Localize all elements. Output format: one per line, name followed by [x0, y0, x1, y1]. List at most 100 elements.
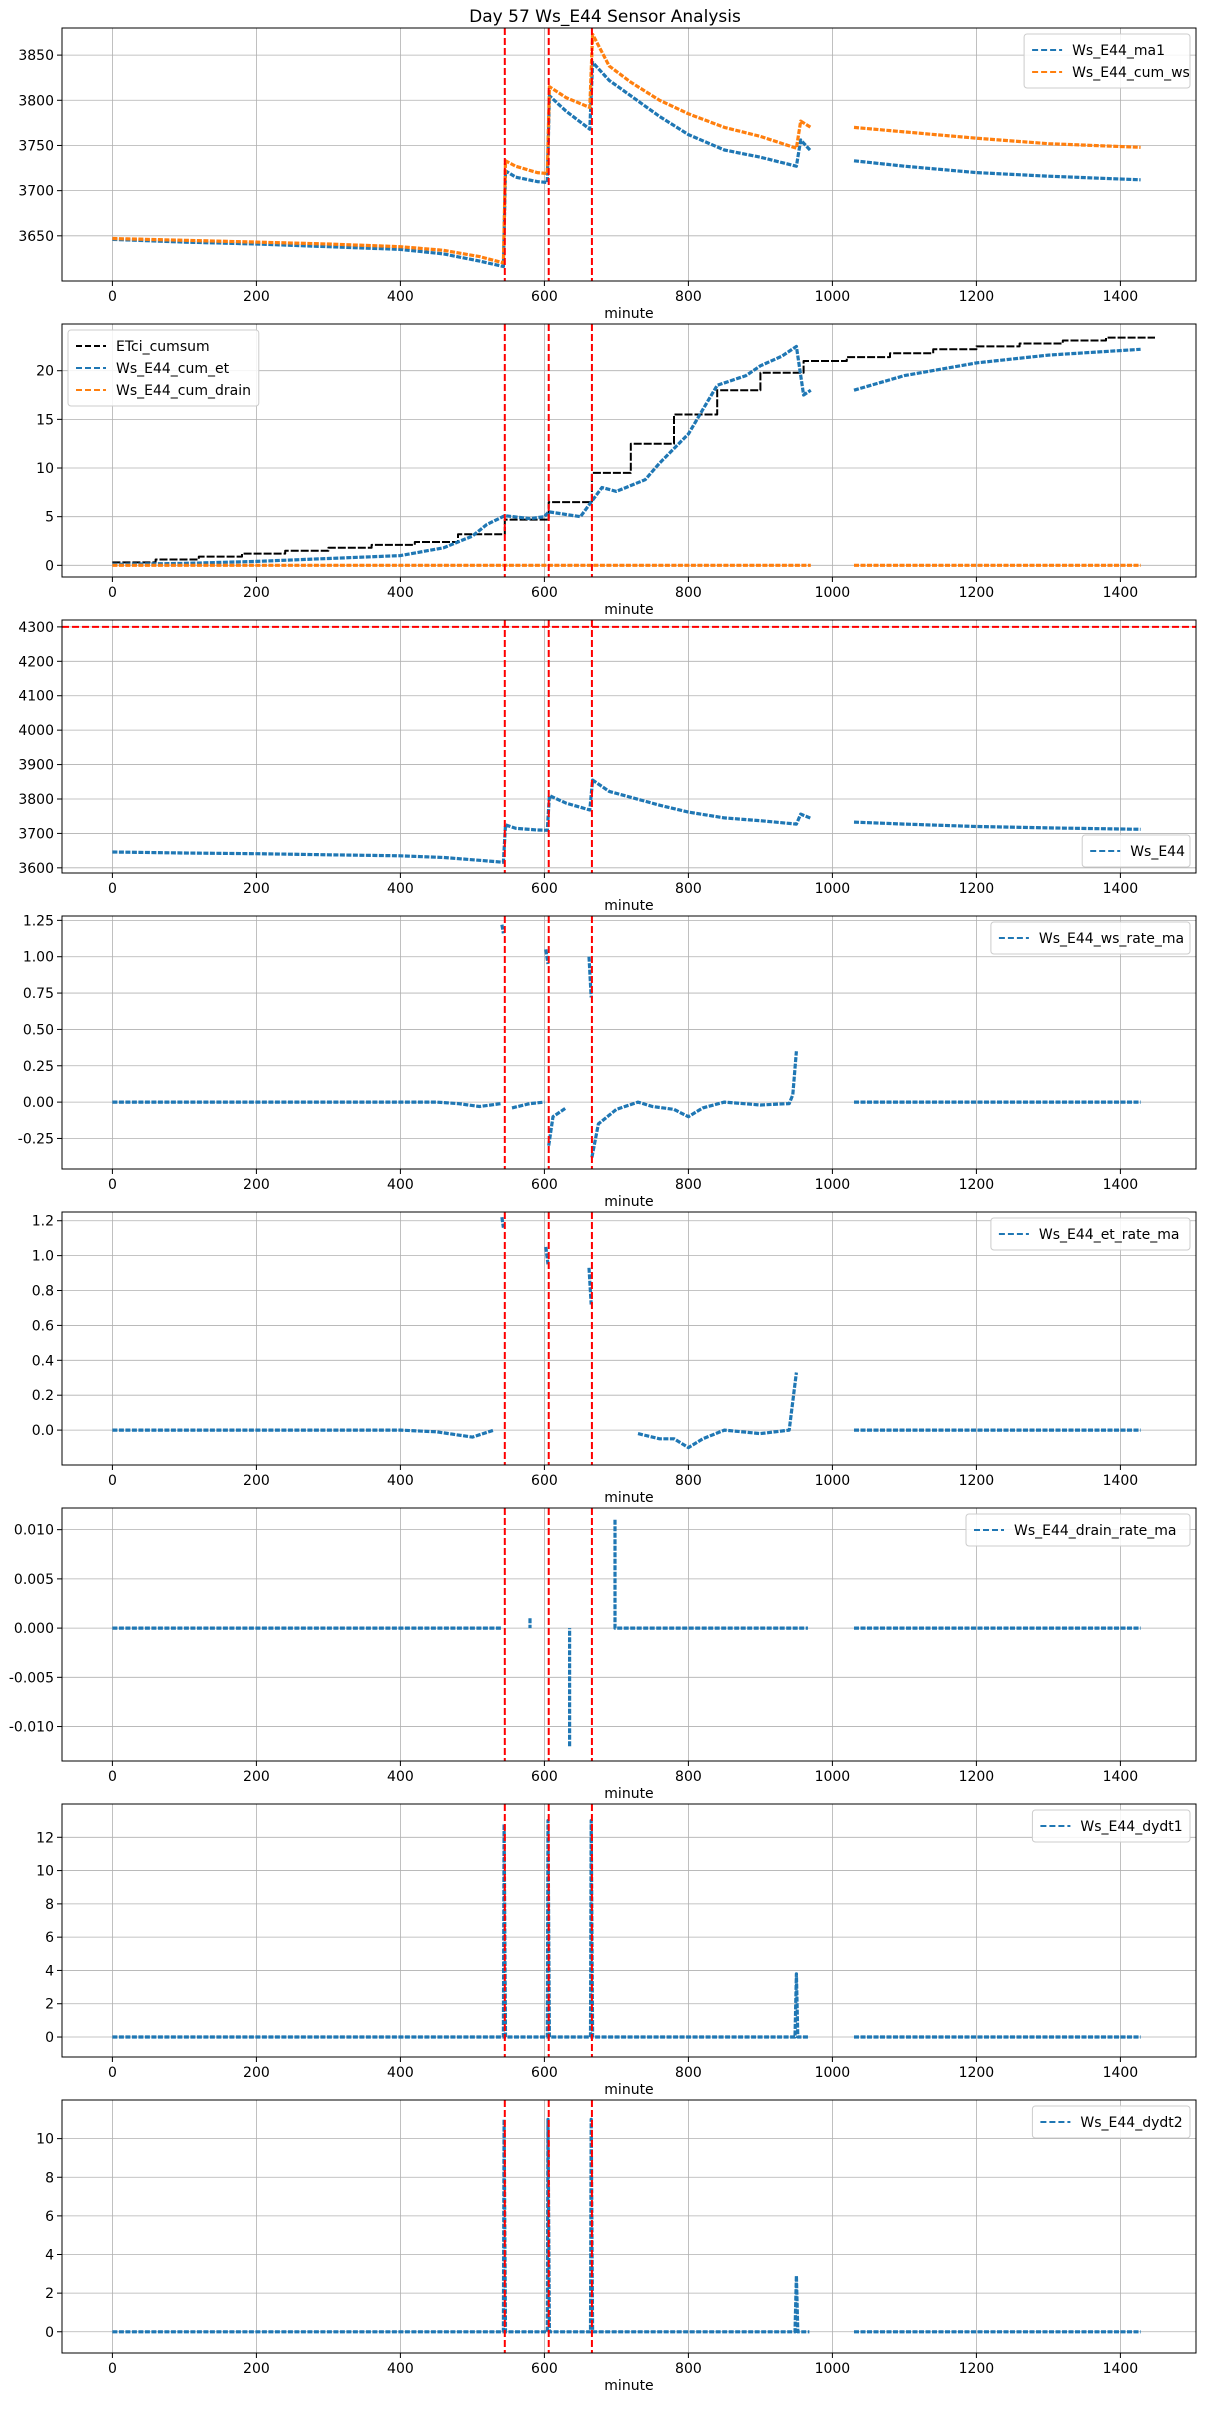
- x-tick-label: 1200: [959, 2065, 995, 2081]
- y-tick-label: 4: [45, 2248, 54, 2264]
- x-tick-label: 200: [243, 881, 270, 897]
- x-tick-label: 0: [108, 2361, 117, 2377]
- series-line-Ws_E44_et_rate_ma: [112, 1216, 1141, 1450]
- figure-title: Day 57 Ws_E44 Sensor Analysis: [469, 7, 741, 27]
- y-tick-label: 0: [45, 558, 54, 574]
- x-tick-label: 1000: [815, 881, 851, 897]
- axes-frame: [61, 27, 1197, 282]
- series-line-Ws_E44_dydt1: [112, 1819, 1141, 2039]
- y-tick-label: 3600: [18, 861, 54, 877]
- axes-frame: [61, 915, 1197, 1170]
- series-group: [112, 2100, 1141, 2353]
- legend: Ws_E44_dydt1: [1031, 1809, 1191, 1843]
- x-tick-label: 1400: [1103, 2065, 1139, 2081]
- y-tick-label: 0: [45, 2030, 54, 2046]
- y-tick-label: 0.010: [14, 1523, 54, 1539]
- legend-label: Ws_E44_dydt2: [1080, 2115, 1182, 2131]
- y-tick-label: 3750: [18, 138, 54, 154]
- y-tick-label: 0.25: [23, 1059, 54, 1075]
- y-tick-label: 20: [36, 364, 54, 380]
- x-tick-label: 400: [387, 1473, 414, 1489]
- x-tick-label: 0: [108, 1769, 117, 1785]
- y-tick-label: 6: [45, 1930, 54, 1946]
- x-tick-label: 800: [675, 289, 702, 305]
- series-line-Ws_E44: [112, 778, 1141, 864]
- axes-frame: [61, 619, 1197, 874]
- legend-label: Ws_E44_cum_et: [116, 361, 230, 377]
- subplot-4: 0 200 400 600 800 1000 1200 1400 -0.25 0.00 0.25 0.…: [18, 913, 1197, 1210]
- x-tick-label: 1000: [815, 1177, 851, 1193]
- y-tick-label: -0.25: [18, 1131, 54, 1147]
- y-tick-label: 0.005: [14, 1572, 54, 1588]
- y-tick-label: 3700: [18, 826, 54, 842]
- legend-label: Ws_E44_ws_rate_ma: [1039, 931, 1184, 947]
- y-tick-label: 0.2: [32, 1388, 54, 1404]
- x-tick-label: 1200: [959, 289, 995, 305]
- x-tick-label: 1000: [815, 585, 851, 601]
- x-tick-label: 600: [531, 881, 558, 897]
- x-tick-label: 1200: [959, 1177, 995, 1193]
- x-tick-label: 400: [387, 881, 414, 897]
- series-group: [112, 28, 1141, 281]
- series-line-Ws_E44_drain_rate_ma: [112, 1519, 1141, 1747]
- x-tick-label: 1200: [959, 2361, 995, 2377]
- legend-frame: [990, 1217, 1191, 1251]
- y-tick-label: 8: [45, 2170, 54, 2186]
- subplots: 0 200 400 600 800 1000 1200 1400365037003750380…: [9, 27, 1197, 2394]
- legend-label: Ws_E44: [1130, 844, 1185, 860]
- x-tick-label: 600: [531, 2065, 558, 2081]
- y-tick-label: 3900: [18, 758, 54, 774]
- legend-frame: [965, 1513, 1191, 1547]
- y-tick-label: 15: [36, 412, 54, 428]
- y-tick-label: 0.000: [14, 1621, 54, 1637]
- y-tick-label: 3850: [18, 48, 54, 64]
- x-tick-label: 200: [243, 2361, 270, 2377]
- y-tick-label: 1.0: [32, 1249, 54, 1265]
- x-tick-label: 800: [675, 1473, 702, 1489]
- y-tick-label: 3800: [18, 93, 54, 109]
- x-tick-label: 400: [387, 289, 414, 305]
- x-tick-label: 800: [675, 585, 702, 601]
- series-group: [112, 1804, 1141, 2057]
- subplot-1: 0 200 400 600 800 1000 1200 1400 3650 3700 3750 380…: [18, 27, 1197, 322]
- y-tick-label: 2: [45, 1997, 54, 2013]
- y-tick-label: 0.00: [23, 1095, 54, 1111]
- legend: Ws_E44_ma1 Ws_E44_cum_ws: [1023, 33, 1191, 89]
- legend: Ws_E44_ws_rate_ma: [990, 921, 1191, 955]
- y-tick-label: 0.4: [32, 1353, 54, 1369]
- subplot-8: 0 200 400 600 800 1000 1200 1400 0 2 4 6 8 10 minute Ws…: [36, 2099, 1197, 2394]
- x-axis-label: minute: [604, 602, 653, 618]
- x-tick-label: 0: [108, 1473, 117, 1489]
- y-tick-label: 4100: [18, 689, 54, 705]
- x-tick-label: 0: [108, 1177, 117, 1193]
- axes-frame: [61, 1211, 1197, 1466]
- y-tick-label: 6: [45, 2209, 54, 2225]
- x-tick-label: 1400: [1103, 289, 1139, 305]
- x-tick-label: 0: [108, 881, 117, 897]
- x-tick-label: 800: [675, 2361, 702, 2377]
- x-axis-label: minute: [604, 898, 653, 914]
- y-tick-label: 12: [36, 1830, 54, 1846]
- x-tick-label: 600: [531, 1177, 558, 1193]
- legend-label: Ws_E44_ma1: [1072, 43, 1165, 59]
- x-axis-label: minute: [604, 1490, 653, 1506]
- y-tick-label: 1.25: [23, 913, 54, 929]
- x-tick-label: 0: [108, 289, 117, 305]
- legend-frame: [67, 329, 260, 407]
- y-tick-label: 4200: [18, 654, 54, 670]
- legend-label: Ws_E44_drain_rate_ma: [1014, 1523, 1176, 1539]
- x-tick-label: 200: [243, 2065, 270, 2081]
- series-group: [112, 1508, 1141, 1761]
- x-tick-label: 1000: [815, 289, 851, 305]
- x-tick-label: 400: [387, 1177, 414, 1193]
- y-tick-label: 0.8: [32, 1284, 54, 1300]
- y-tick-label: 10: [36, 461, 54, 477]
- y-tick-label: 4: [45, 1963, 54, 1979]
- series-group: [112, 324, 1155, 577]
- y-tick-label: -0.005: [9, 1670, 54, 1686]
- series-group: [62, 620, 1196, 873]
- x-tick-label: 800: [675, 1177, 702, 1193]
- x-tick-label: 1400: [1103, 881, 1139, 897]
- x-tick-label: 1200: [959, 881, 995, 897]
- x-tick-label: 200: [243, 1177, 270, 1193]
